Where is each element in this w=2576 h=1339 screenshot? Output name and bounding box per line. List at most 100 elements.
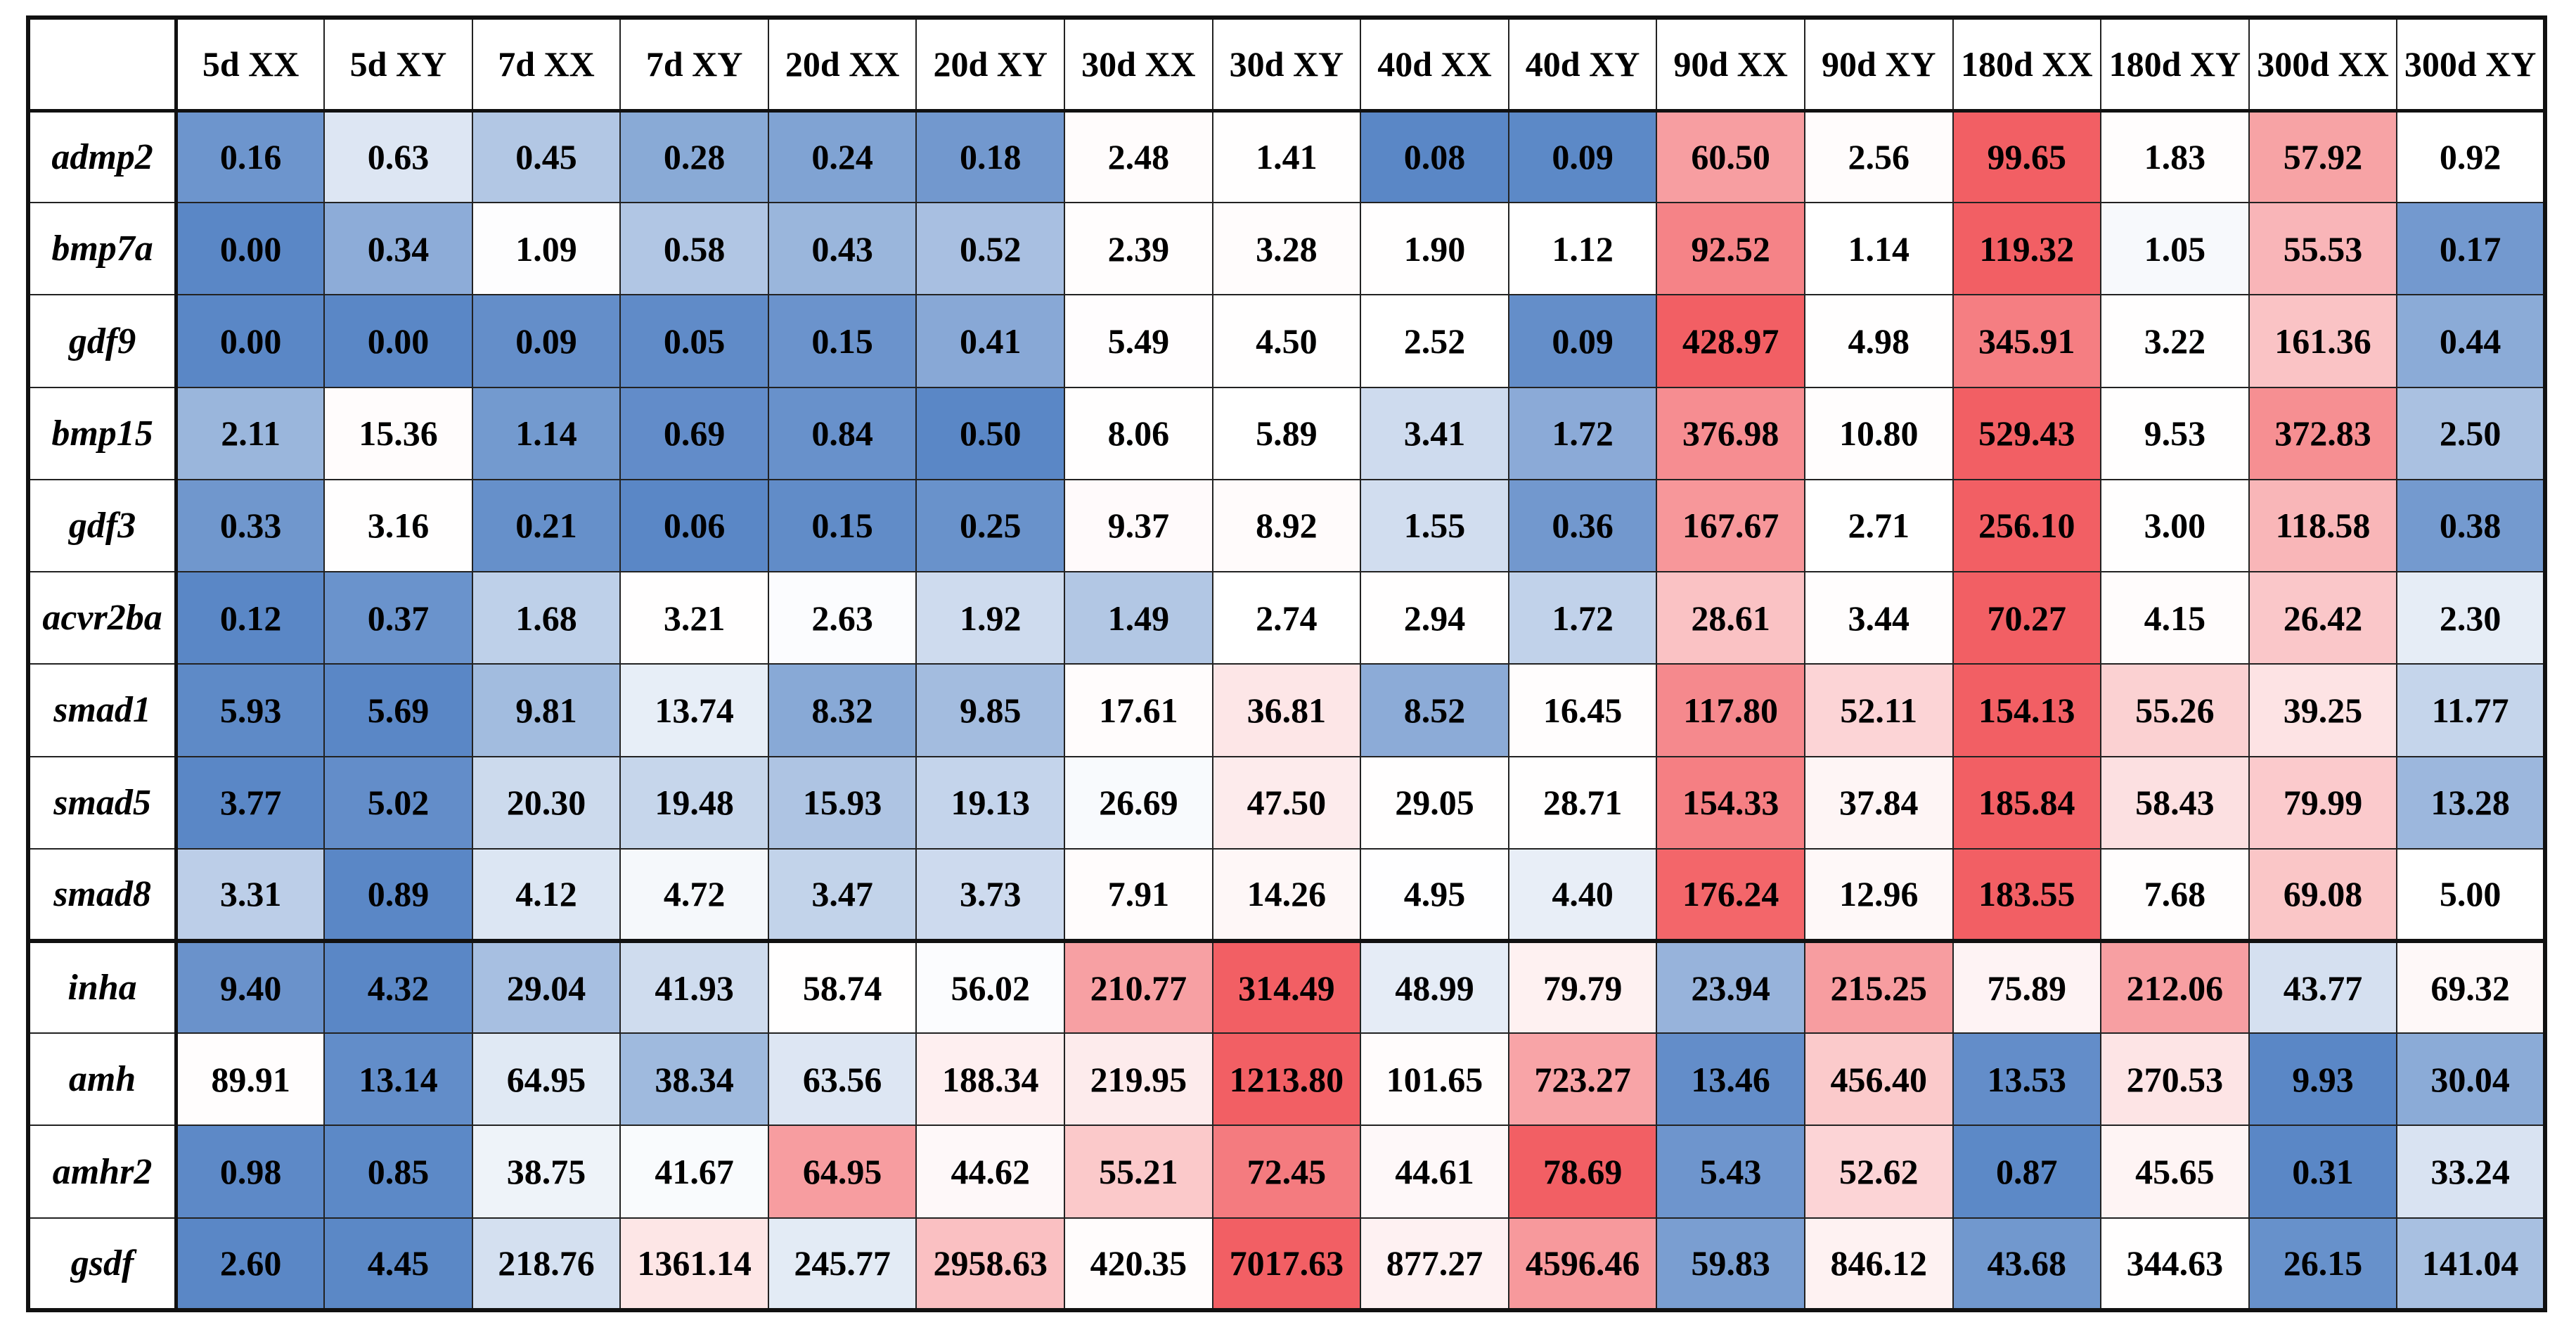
heatmap-cell: 9.53: [2100, 386, 2250, 480]
column-header: 7d XY: [619, 17, 769, 113]
heatmap-cell: 3.16: [323, 478, 473, 573]
heatmap-cell: 70.27: [1952, 571, 2102, 665]
heatmap-cell: 345.91: [1952, 294, 2102, 388]
heatmap-cell: 0.00: [323, 294, 473, 388]
heatmap-cell: 13.14: [323, 1032, 473, 1127]
heatmap-cell: 2.50: [2396, 386, 2546, 480]
heatmap-cell: 2958.63: [915, 1217, 1066, 1312]
heatmap-cell: 2.56: [1803, 109, 1954, 204]
heatmap-cell: 4.50: [1211, 294, 1362, 388]
heatmap-cell: 69.08: [2248, 847, 2398, 942]
heatmap-cell: 36.81: [1211, 663, 1362, 757]
heatmap-cell: 0.50: [915, 386, 1066, 480]
heatmap-cell: 5.89: [1211, 386, 1362, 480]
heatmap-cell: 1.49: [1064, 571, 1213, 665]
heatmap-cell: 14.26: [1211, 847, 1362, 942]
table-row: smad5 3.77 5.02 20.30 19.48 15.93 19.13 26.69 47…: [27, 755, 2546, 850]
heatmap-cell: 78.69: [1507, 1125, 1658, 1219]
heatmap-cell: 428.97: [1656, 294, 1805, 388]
column-header: 40d XX: [1360, 17, 1509, 113]
heatmap-cell: 0.52: [915, 202, 1066, 296]
heatmap-cell: 4.72: [619, 847, 769, 942]
heatmap-cell: 2.52: [1360, 294, 1509, 388]
table-body: admp2 0.16 0.63 0.45 0.28 0.24 0.18 2.48 1.41 0.0…: [27, 109, 2546, 1312]
heatmap-cell: 41.67: [619, 1125, 769, 1219]
column-header: 300d XX: [2248, 17, 2398, 113]
heatmap-cell: 0.24: [767, 109, 917, 204]
heatmap-cell: 10.80: [1803, 386, 1954, 480]
heatmap-cell: 55.26: [2100, 663, 2250, 757]
heatmap-cell: 1.72: [1507, 386, 1658, 480]
heatmap-cell: 3.28: [1211, 202, 1362, 296]
heatmap-cell: 64.95: [471, 1032, 622, 1127]
row-label: smad5: [27, 755, 179, 850]
heatmap-cell: 0.98: [175, 1125, 326, 1219]
heatmap-cell: 723.27: [1507, 1032, 1658, 1127]
heatmap-cell: 8.92: [1211, 478, 1362, 573]
row-label: gdf3: [27, 478, 179, 573]
heatmap-cell: 154.33: [1656, 755, 1805, 850]
heatmap-cell: 0.85: [323, 1125, 473, 1219]
heatmap-cell: 72.45: [1211, 1125, 1362, 1219]
heatmap-table: 5d XX 5d XY 7d XX 7d XY 20d XX 20d XY 30d XX 30…: [26, 15, 2547, 1312]
heatmap-cell: 529.43: [1952, 386, 2102, 480]
heatmap-cell: 0.05: [619, 294, 769, 388]
heatmap-cell: 245.77: [767, 1217, 917, 1312]
heatmap-cell: 154.13: [1952, 663, 2102, 757]
heatmap-cell: 1.68: [471, 571, 622, 665]
heatmap-cell: 0.09: [471, 294, 622, 388]
column-header: 5d XY: [323, 17, 473, 113]
heatmap-cell: 1.12: [1507, 202, 1658, 296]
heatmap-cell: 2.30: [2396, 571, 2546, 665]
heatmap-cell: 58.43: [2100, 755, 2250, 850]
heatmap-cell: 12.96: [1803, 847, 1954, 942]
heatmap-cell: 176.24: [1656, 847, 1805, 942]
heatmap-cell: 13.74: [619, 663, 769, 757]
heatmap-cell: 13.53: [1952, 1032, 2102, 1127]
heatmap-cell: 75.89: [1952, 938, 2102, 1034]
row-label: smad1: [27, 663, 179, 757]
heatmap-cell: 2.94: [1360, 571, 1509, 665]
heatmap-cell: 58.74: [767, 938, 917, 1034]
heatmap-cell: 0.18: [915, 109, 1066, 204]
heatmap-cell: 0.15: [767, 478, 917, 573]
heatmap-cell: 3.22: [2100, 294, 2250, 388]
heatmap-cell: 7017.63: [1211, 1217, 1362, 1312]
row-label: gsdf: [27, 1217, 179, 1312]
table-row: smad8 3.31 0.89 4.12 4.72 3.47 3.73 7.91 14.26 4.…: [27, 847, 2546, 942]
row-label: smad8: [27, 847, 179, 942]
heatmap-cell: 4.45: [323, 1217, 473, 1312]
heatmap-cell: 9.93: [2248, 1032, 2398, 1127]
heatmap-cell: 2.11: [175, 386, 326, 480]
heatmap-cell: 23.94: [1656, 938, 1805, 1034]
column-header: 7d XX: [471, 17, 622, 113]
heatmap-cell: 2.71: [1803, 478, 1954, 573]
heatmap-cell: 37.84: [1803, 755, 1954, 850]
row-label: bmp15: [27, 386, 179, 480]
heatmap-cell: 5.43: [1656, 1125, 1805, 1219]
heatmap-cell: 5.69: [323, 663, 473, 757]
heatmap-cell: 3.44: [1803, 571, 1954, 665]
heatmap-cell: 17.61: [1064, 663, 1213, 757]
heatmap-cell: 372.83: [2248, 386, 2398, 480]
heatmap-cell: 256.10: [1952, 478, 2102, 573]
corner-cell: [27, 17, 179, 113]
column-header: 5d XX: [175, 17, 326, 113]
heatmap-cell: 5.49: [1064, 294, 1213, 388]
heatmap-cell: 185.84: [1952, 755, 2102, 850]
heatmap-cell: 0.58: [619, 202, 769, 296]
heatmap-cell: 7.91: [1064, 847, 1213, 942]
heatmap-cell: 9.37: [1064, 478, 1213, 573]
row-label: admp2: [27, 109, 179, 204]
heatmap-cell: 26.15: [2248, 1217, 2398, 1312]
heatmap-cell: 183.55: [1952, 847, 2102, 942]
row-label: acvr2ba: [27, 571, 179, 665]
heatmap-cell: 29.04: [471, 938, 622, 1034]
heatmap-cell: 0.15: [767, 294, 917, 388]
heatmap-cell: 2.48: [1064, 109, 1213, 204]
table-row: smad1 5.93 5.69 9.81 13.74 8.32 9.85 17.61 36.81…: [27, 663, 2546, 757]
heatmap-cell: 52.62: [1803, 1125, 1954, 1219]
heatmap-cell: 0.44: [2396, 294, 2546, 388]
row-label: gdf9: [27, 294, 179, 388]
heatmap-cell: 210.77: [1064, 938, 1213, 1034]
